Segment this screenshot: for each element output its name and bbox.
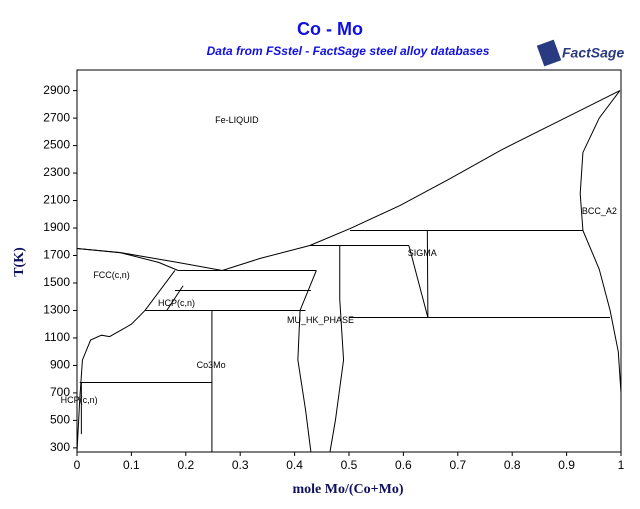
x-tick-label: 0.8 bbox=[504, 458, 521, 472]
y-tick-label: 2500 bbox=[43, 138, 70, 152]
y-tick-label: 1100 bbox=[44, 330, 70, 344]
x-tick-label: 0.6 bbox=[395, 458, 412, 472]
y-tick-label: 1300 bbox=[43, 303, 70, 317]
phase-boundary bbox=[582, 230, 622, 393]
logo: FactSage bbox=[562, 45, 624, 61]
phase-boundary bbox=[297, 270, 317, 453]
phase-label: Fe-LIQUID bbox=[215, 115, 259, 125]
phase-boundary bbox=[76, 247, 179, 271]
chart-title: Co - Mo bbox=[297, 19, 363, 39]
chart-subtitle: Data from FSstel - FactSage steel alloy … bbox=[207, 44, 490, 58]
y-axis-label: T(K) bbox=[12, 247, 27, 277]
phase-boundary bbox=[329, 245, 345, 453]
y-tick-label: 1500 bbox=[43, 275, 70, 289]
phase-label: Co3Mo bbox=[197, 360, 226, 370]
y-tick-label: 900 bbox=[50, 358, 70, 372]
x-tick-label: 0.9 bbox=[558, 458, 575, 472]
x-tick-label: 0.7 bbox=[449, 458, 466, 472]
phase-label: BCC_A2 bbox=[582, 206, 617, 216]
phase-label: SIGMA bbox=[408, 248, 437, 258]
phase-label: MU_HK_PHASE bbox=[287, 315, 354, 325]
x-tick-label: 0.5 bbox=[341, 458, 358, 472]
y-tick-label: 700 bbox=[50, 385, 70, 399]
plot-frame bbox=[76, 69, 622, 453]
phase-boundary bbox=[408, 245, 429, 318]
y-tick-label: 500 bbox=[50, 413, 70, 427]
phase-boundary bbox=[76, 270, 176, 453]
y-tick-label: 300 bbox=[50, 440, 70, 454]
phase-boundary bbox=[426, 230, 429, 318]
y-tick-label: 2900 bbox=[43, 83, 70, 97]
phase-label: HCP(c,n) bbox=[158, 298, 195, 308]
x-tick-label: 0.1 bbox=[123, 458, 140, 472]
y-tick-label: 1900 bbox=[43, 220, 70, 234]
phase-boundary bbox=[76, 90, 621, 271]
x-tick-label: 1 bbox=[618, 458, 625, 472]
phase-label: HCP(c,n) bbox=[61, 395, 98, 405]
y-tick-label: 2300 bbox=[43, 165, 70, 179]
y-tick-label: 2700 bbox=[43, 110, 70, 124]
y-tick-label: 1700 bbox=[43, 248, 70, 262]
phase-label: FCC(c,n) bbox=[93, 270, 130, 280]
x-tick-label: 0 bbox=[74, 458, 81, 472]
x-axis-label: mole Mo/(Co+Mo) bbox=[293, 482, 404, 497]
y-tick-label: 2100 bbox=[43, 193, 70, 207]
phase-boundary bbox=[166, 285, 184, 311]
phase-boundary bbox=[579, 90, 621, 231]
x-tick-label: 0.2 bbox=[177, 458, 194, 472]
x-tick-label: 0.3 bbox=[232, 458, 249, 472]
x-tick-label: 0.4 bbox=[286, 458, 303, 472]
logo-icon bbox=[536, 39, 562, 67]
